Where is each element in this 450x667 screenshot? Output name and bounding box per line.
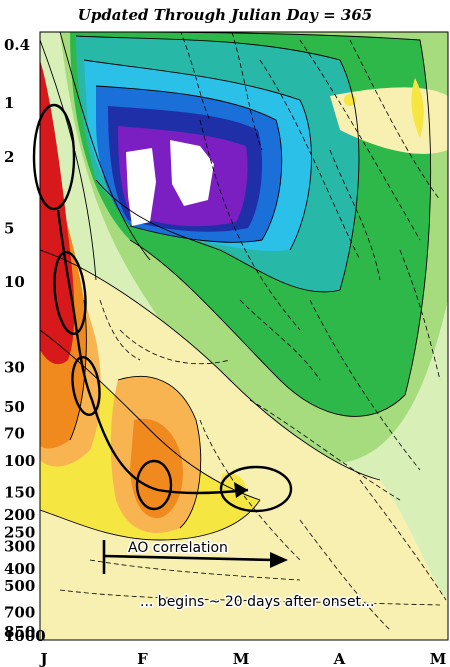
contour-dashed-14 (180, 32, 211, 121)
contour-solid-3 (83, 59, 312, 251)
plot-frame (39, 31, 449, 641)
circle-annotation-march (219, 465, 293, 513)
circle-annotation-feb (135, 459, 173, 511)
y-tick-label: 1 (4, 94, 14, 112)
contour-dashed-16 (239, 299, 321, 381)
contour-dashed-13 (231, 32, 263, 151)
contour-solid-11 (40, 499, 261, 541)
y-tick-label: 250 (4, 523, 35, 541)
contour-dashed-8 (359, 479, 447, 601)
y-tick-label: 150 (4, 484, 35, 502)
x-tick-label: A (333, 650, 346, 667)
annotation-halo-0: AO correlation (128, 540, 228, 556)
ao-arrow-line (103, 554, 275, 562)
field-white-max-2 (170, 140, 214, 206)
field-white-max-1 (126, 148, 156, 226)
descent-arrow-head (234, 482, 248, 498)
contour-dashed-0 (199, 119, 301, 331)
ao-arrow-head (270, 552, 288, 568)
contour-solid-6 (95, 179, 341, 293)
y-tick-label: 500 (4, 577, 35, 595)
contour-solid-2 (75, 35, 360, 291)
y-tick-label: 850 (4, 623, 35, 641)
circle-annotation-upper (32, 103, 76, 211)
contour-dashed-7 (299, 519, 391, 631)
x-tick-label: M (233, 650, 250, 667)
contour-solid-4 (95, 85, 283, 241)
contour-solid-10 (40, 329, 261, 501)
annotation-halo-1: ... begins ~ 20 days after onset... (140, 594, 374, 610)
contour-dashed-17 (99, 299, 141, 361)
contour-dashed-2 (299, 39, 421, 241)
y-tick-label: 50 (4, 398, 25, 416)
y-tick-label: 400 (4, 560, 35, 578)
y-tick-label: 10 (4, 273, 25, 291)
y-tick-label: 1000 (4, 627, 46, 645)
y-tick-label: 70 (4, 424, 25, 442)
contour-solid-13 (40, 249, 381, 481)
y-tick-label: 200 (4, 506, 35, 524)
contour-solid-8 (129, 239, 406, 417)
y-tick-label: 5 (4, 219, 14, 237)
contour-dashed-6 (199, 419, 301, 561)
contour-dashed-4 (309, 299, 421, 471)
contour-dashed-9 (89, 559, 301, 581)
annotation-text-1: ... begins ~ 20 days after onset... (140, 594, 374, 610)
chart-title: Updated Through Julian Day = 365 (78, 6, 372, 24)
contour-dashed-5 (249, 399, 401, 501)
descent-arrow-line (56, 209, 249, 495)
contour-solid-9 (117, 376, 202, 529)
contour-dashed-15 (329, 149, 381, 281)
circle-annotation-50hpa (71, 356, 101, 416)
contour-dashed-1 (259, 59, 361, 261)
circle-annotation-10hpa (53, 250, 87, 336)
plot-area (40, 32, 448, 640)
y-tick-label: 2 (4, 148, 14, 166)
field-yellow-spot-right (411, 78, 424, 138)
contour-dashed-11 (119, 329, 231, 365)
y-tick-label: 0.4 (4, 36, 30, 54)
y-tick-label: 700 (4, 603, 35, 621)
y-tick-label: 300 (4, 537, 35, 555)
annotation-text-0: AO correlation (128, 540, 228, 556)
y-tick-label: 30 (4, 359, 25, 377)
y-tick-label: 100 (4, 452, 35, 470)
x-tick-label: M (430, 650, 447, 667)
contour-solid-5 (129, 225, 263, 243)
x-tick-label: F (137, 650, 148, 667)
contour-solid-0 (40, 39, 97, 281)
x-tick-label: J (38, 650, 47, 667)
contour-solid-1 (59, 32, 151, 261)
contour-dashed-3 (349, 39, 441, 201)
contour-dashed-10 (59, 589, 441, 606)
contour-dashed-12 (399, 249, 441, 381)
